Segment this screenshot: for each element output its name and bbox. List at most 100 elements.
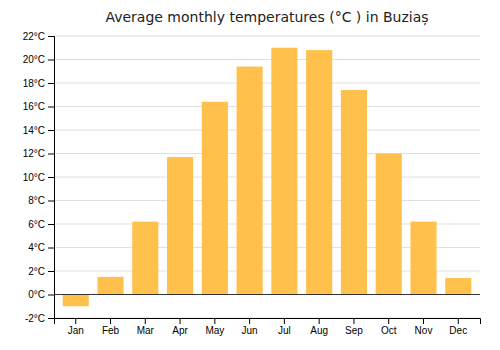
grid-line [54,106,480,107]
chart: -2°C 0°C 2°C 4°C 6°C 8°C 10°C 12°C 14°C 16°C 18°C 2… [0,0,500,350]
tick-mark [48,248,54,249]
tick: 22°C [23,31,54,42]
tick: Jun [242,318,258,336]
tick-mark [48,36,54,37]
tick-label: 2°C [28,266,45,277]
tick: 8°C [28,195,54,206]
tick-label: Jun [242,325,258,336]
tick-mark [319,318,320,324]
tick: 14°C [23,125,54,136]
tick-mark [48,60,54,61]
bar [63,295,89,307]
bar [376,154,402,295]
tick-mark [145,318,146,324]
title: Average monthly temperatures (°C ) in Bu… [105,9,428,26]
tick-label: Aug [310,325,328,336]
tick-mark [388,318,389,324]
bars [63,48,472,307]
tick-label: 18°C [23,78,45,89]
bar [237,67,263,295]
tick-mark [249,318,250,324]
grid-line [54,59,480,60]
tick-mark [110,318,111,324]
tick-label: 16°C [23,101,45,112]
tick-label: Feb [102,325,120,336]
tick-label: 14°C [23,125,45,136]
tick-label: 22°C [23,31,45,42]
tick-label: 8°C [28,195,45,206]
grid [54,36,480,318]
tick: Apr [172,318,188,336]
tick: -2°C [25,313,54,324]
tick: Oct [381,318,397,336]
tick: Sep [345,318,363,336]
tick-label: Sep [345,325,363,336]
tick-label: Jan [68,325,84,336]
tick: 6°C [28,219,54,230]
tick-mark [48,130,54,131]
tick: Nov [415,318,433,336]
tick-mark [48,295,54,296]
tick: Aug [310,318,328,336]
grid-line [54,36,480,37]
bar [410,222,436,295]
tick-label: 6°C [28,219,45,230]
bar [97,277,123,295]
tick: Jan [68,318,84,336]
tick-mark [48,224,54,225]
x-axis: Jan Feb Mar Apr May Jun Jul Aug Sep Oct Nov Dec [55,318,481,336]
tick-mark [75,318,76,324]
tick: May [205,318,224,336]
tick-mark [423,318,424,324]
bar [445,278,471,294]
tick: 2°C [28,266,54,277]
bar [306,50,332,294]
bar [341,90,367,294]
tick: Dec [449,318,467,336]
tick-mark [48,271,54,272]
tick: 4°C [28,242,54,253]
tick-label: Jul [278,325,291,336]
zero-line [54,294,480,295]
tick-label: 20°C [23,54,45,65]
tick-label: 0°C [28,289,45,300]
tick-mark [48,83,54,84]
tick: 20°C [23,54,54,65]
bar [202,102,228,295]
tick-label: Mar [137,325,155,336]
tick-label: 4°C [28,242,45,253]
grid-line [54,153,480,154]
tick: 10°C [23,172,54,183]
grid-line [54,200,480,201]
tick-mark [48,318,54,319]
tick-mark [48,177,54,178]
tick-mark [48,107,54,108]
tick: 12°C [23,148,54,159]
tick: Jul [278,318,291,336]
tick-label: -2°C [25,313,45,324]
tick-label: 10°C [23,172,45,183]
tick: 16°C [23,101,54,112]
grid-line [54,130,480,131]
y-axis: -2°C 0°C 2°C 4°C 6°C 8°C 10°C 12°C 14°C 16°C 18°C 2… [23,31,55,324]
bar [271,48,297,295]
bar [167,157,193,294]
tick-label: Nov [415,325,433,336]
tick-mark [284,318,285,324]
axis-line [48,37,55,319]
tick-mark [214,318,215,324]
tick-mark [48,201,54,202]
tick-mark [48,154,54,155]
grid-line [54,83,480,84]
grid-line [54,294,480,295]
tick-label: 12°C [23,148,45,159]
tick-mark [180,318,181,324]
tick-label: Apr [172,325,188,336]
tick: 0°C [28,289,54,300]
axis-line [55,319,481,325]
tick-label: May [205,325,224,336]
tick-label: Dec [449,325,467,336]
tick-label: Oct [381,325,397,336]
bar [132,222,158,295]
tick: Mar [137,318,155,336]
